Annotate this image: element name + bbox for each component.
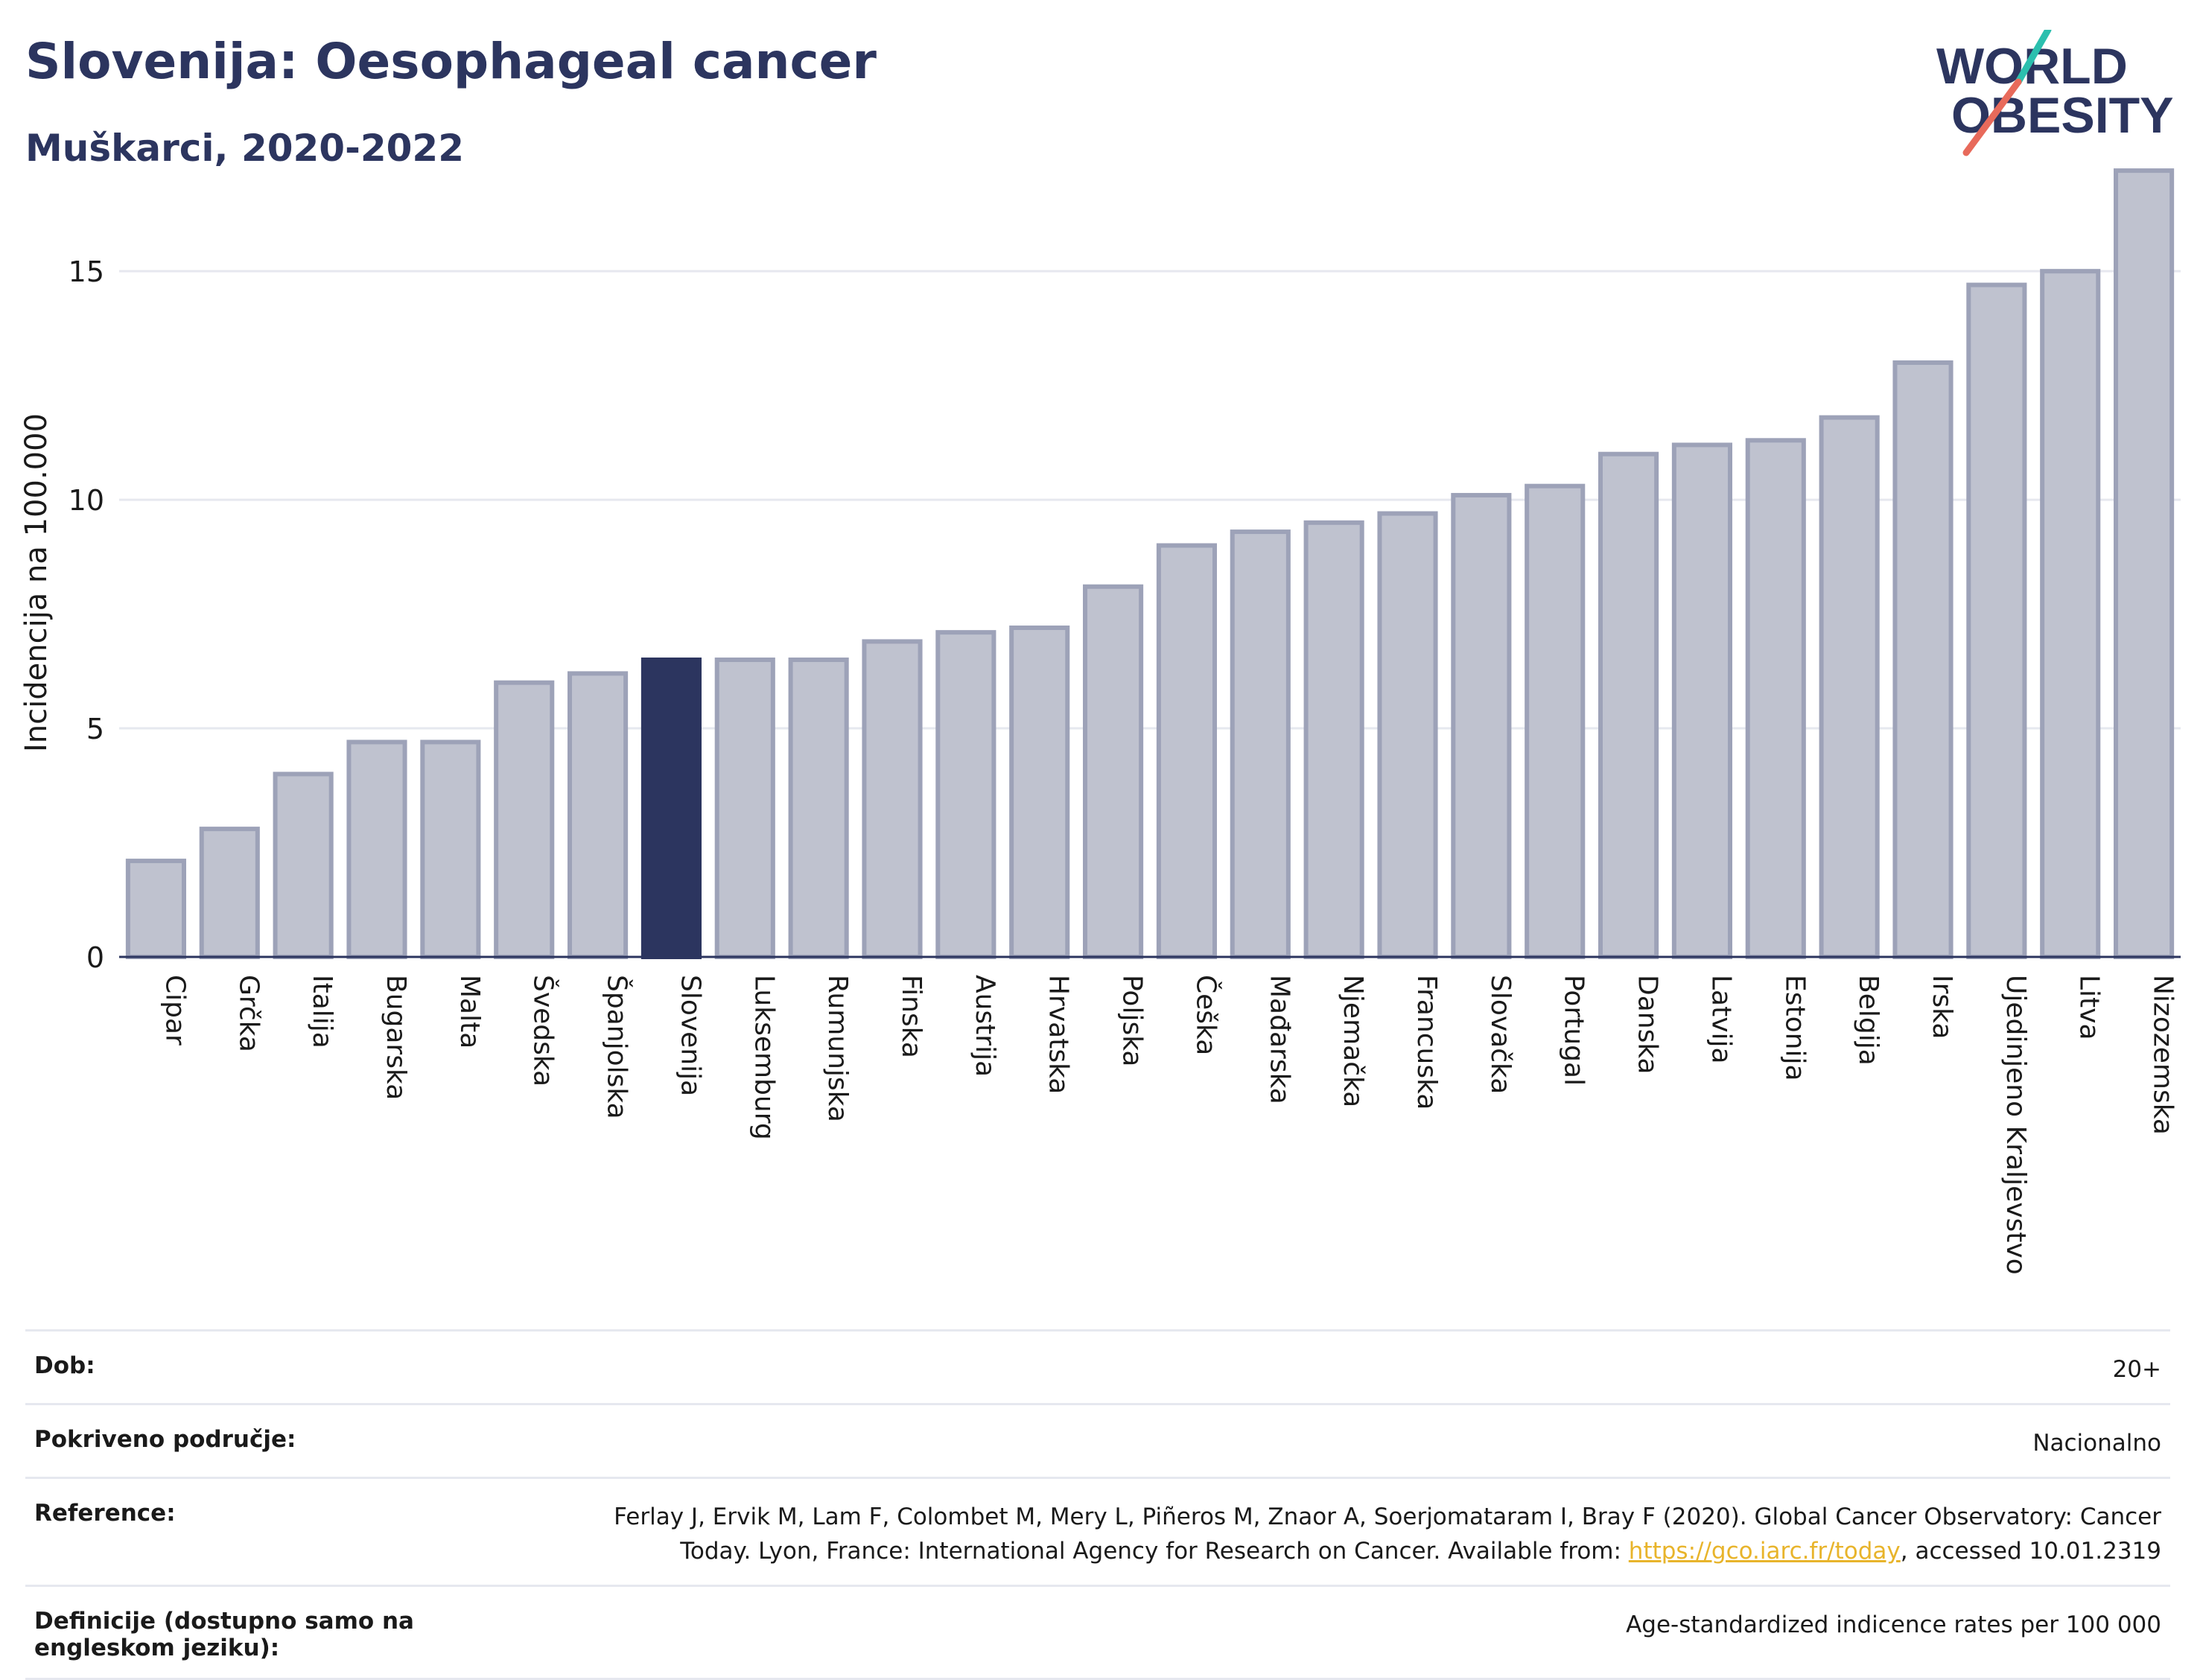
bar — [1303, 520, 1364, 959]
bar — [1156, 543, 1217, 959]
x-tick-label: Ujedinjeno Kraljevstvo — [2000, 975, 2031, 1275]
bar — [1377, 511, 1438, 959]
info-key-definition: Definicije (dostupno samo na engleskom j… — [34, 1608, 414, 1661]
bar — [1451, 492, 1512, 959]
logo-text-world: WORLD — [1936, 38, 2128, 95]
bar — [862, 639, 923, 960]
x-tick-label: Portugal — [1559, 975, 1589, 1086]
bar-highlight — [640, 657, 702, 959]
bar — [1966, 282, 2027, 960]
world-obesity-logo[interactable]: WORLD OBESITY — [1936, 30, 2190, 164]
info-table: Dob: 20+ Pokriveno područje: Nacionalno … — [25, 1329, 2170, 1680]
bar — [2114, 168, 2175, 960]
reference-accessed: , accessed 10.01.2319 — [1900, 1538, 2161, 1565]
x-tick-label: Slovenija — [675, 975, 705, 1096]
x-tick-label: Slovačka — [1485, 975, 1516, 1094]
y-axis-label: Incidencija na 100.000 — [19, 413, 54, 752]
x-tick-label: Litva — [2074, 975, 2105, 1040]
x-tick-label: Rumunjska — [822, 975, 853, 1122]
x-tick-label: Španjolska — [602, 975, 633, 1119]
reference-text: Ferlay J, Ervik M, Lam F, Colombet M, Me… — [614, 1504, 2161, 1565]
info-row-definition: Definicije (dostupno samo na engleskom j… — [25, 1585, 2170, 1680]
info-row-reference: Reference: Ferlay J, Ervik M, Lam F, Col… — [25, 1477, 2170, 1585]
bar — [935, 630, 996, 960]
bar — [199, 827, 260, 959]
y-tick-label: 5 — [86, 713, 104, 745]
info-value-definition: Age-standardized indicence rates per 100… — [1626, 1611, 2161, 1638]
info-key-coverage: Pokriveno područje: — [34, 1426, 296, 1453]
info-row-coverage: Pokriveno područje: Nacionalno — [25, 1403, 2170, 1477]
bars — [125, 168, 2175, 960]
logo-slash-bottom — [1962, 78, 2022, 156]
info-key-reference: Reference: — [34, 1500, 176, 1527]
bar — [125, 859, 186, 960]
page-subtitle: Muškarci, 2020-2022 — [25, 127, 465, 170]
x-tick-label: Poljska — [1117, 975, 1148, 1067]
info-value-age: 20+ — [2112, 1356, 2161, 1383]
bar — [2040, 269, 2101, 959]
page-title: Slovenija: Oesophageal cancer — [25, 33, 877, 90]
bar — [1525, 483, 1586, 959]
bar — [1892, 360, 1954, 959]
x-tick-label: Njemačka — [1338, 975, 1368, 1107]
bar — [494, 680, 555, 960]
bar-chart: 0 5 10 15 Cipar Grčka Italija Bugarska Malta Šve… — [19, 168, 2181, 1275]
x-tick-label: Irska — [1927, 975, 1957, 1039]
info-row-age: Dob: 20+ — [25, 1329, 2170, 1403]
bar — [273, 771, 334, 960]
x-tick-label: Nizozemska — [2148, 975, 2178, 1135]
info-value-reference: Ferlay J, Ervik M, Lam F, Colombet M, Me… — [556, 1500, 2161, 1568]
bar — [346, 739, 407, 959]
bar — [1745, 438, 1806, 959]
bar — [1819, 415, 1880, 959]
y-tick-label: 10 — [69, 484, 104, 517]
y-tick-label: 0 — [86, 941, 104, 974]
bar — [568, 671, 629, 960]
bar — [420, 739, 481, 959]
info-key-age: Dob: — [34, 1352, 95, 1379]
x-tick-label: Austrija — [970, 975, 1000, 1077]
x-tick-label: Luksemburg — [748, 975, 779, 1140]
x-tick-label: Finska — [896, 975, 926, 1058]
y-tick-label: 15 — [69, 255, 104, 288]
x-tick-label: Cipar — [159, 975, 190, 1046]
x-tick-label: Italija — [307, 975, 337, 1049]
x-tick-label: Malta — [454, 975, 485, 1049]
x-tick-labels: Cipar Grčka Italija Bugarska Malta Švedska Špa… — [159, 975, 2178, 1275]
info-value-coverage: Nacionalno — [2032, 1430, 2161, 1457]
bar — [788, 657, 849, 959]
x-tick-label: Švedska — [528, 975, 559, 1086]
logo-slash-top — [2015, 30, 2052, 86]
x-tick-label: Belgija — [1853, 975, 1883, 1066]
bar — [1083, 584, 1144, 959]
x-tick-label: Estonija — [1779, 975, 1810, 1081]
bar — [1671, 442, 1732, 959]
bar — [1230, 529, 1291, 959]
x-tick-label: Latvija — [1706, 975, 1736, 1064]
x-tick-label: Mađarska — [1264, 975, 1294, 1104]
logo-text-obesity: OBESITY — [1951, 87, 2174, 144]
x-tick-label: Češka — [1190, 975, 1221, 1055]
reference-link[interactable]: https://gco.iarc.fr/today — [1628, 1538, 1901, 1565]
y-tick-labels: 0 5 10 15 — [69, 255, 104, 974]
x-tick-label: Francuska — [1411, 975, 1442, 1110]
x-tick-label: Grčka — [233, 975, 264, 1052]
bar — [1009, 626, 1070, 959]
x-tick-label: Bugarska — [381, 975, 411, 1100]
x-tick-label: Hrvatska — [1043, 975, 1074, 1094]
bar — [1598, 451, 1659, 959]
x-tick-label: Danska — [1633, 975, 1663, 1075]
bar — [714, 657, 775, 959]
